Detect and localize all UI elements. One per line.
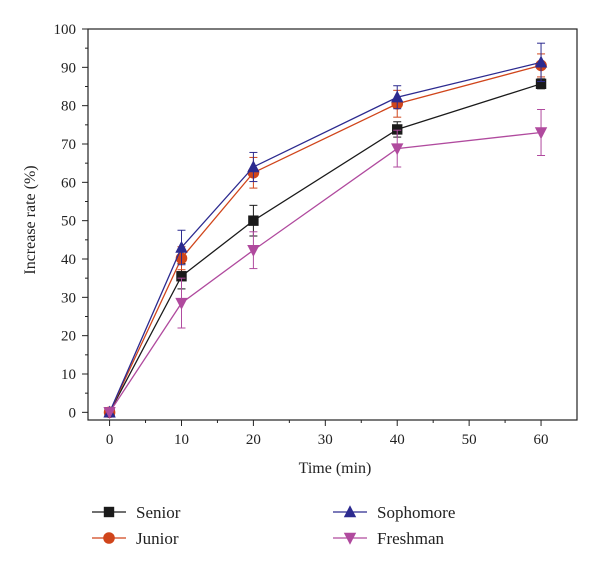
- legend: Senior Junior Sophomore Freshman: [92, 503, 455, 548]
- x-tick-label: 50: [462, 432, 477, 448]
- y-tick-label: 20: [61, 329, 76, 345]
- legend-label: Freshman: [377, 529, 445, 548]
- legend-item-senior: Senior: [92, 503, 181, 522]
- data-point: [176, 271, 187, 282]
- series-line: [108, 61, 542, 413]
- data-point: [247, 160, 260, 173]
- y-tick-label: 80: [61, 99, 76, 115]
- legend-label: Junior: [136, 529, 179, 548]
- data-point: [248, 215, 259, 226]
- plot-frame: [87, 28, 578, 421]
- series-line: [108, 83, 542, 413]
- legend-label: Senior: [136, 503, 181, 522]
- y-tick-label: 70: [61, 137, 76, 153]
- legend-marker: [343, 505, 357, 518]
- legend-marker: [103, 532, 115, 544]
- data-point: [391, 90, 404, 103]
- data-point: [175, 297, 188, 310]
- x-tick-label: 60: [534, 432, 549, 448]
- y-tick-label: 50: [61, 214, 76, 230]
- y-axis-title: Increase rate (%): [22, 165, 39, 274]
- y-tick-label: 0: [69, 405, 77, 421]
- x-axis: 0 10 20 30 40 50 60: [106, 420, 549, 448]
- data-point: [175, 240, 188, 253]
- x-tick-label: 40: [390, 432, 405, 448]
- x-axis-title: Time (min): [299, 460, 372, 477]
- data-point: [534, 55, 548, 68]
- y-tick-label: 40: [61, 252, 76, 268]
- data-point: [535, 78, 547, 90]
- legend-marker: [343, 532, 357, 545]
- y-tick-label: 10: [61, 367, 76, 383]
- y-tick-label: 100: [54, 22, 77, 38]
- series-junior: [103, 53, 547, 419]
- legend-item-sophomore: Sophomore: [333, 503, 455, 522]
- y-tick-label: 90: [61, 60, 76, 76]
- legend-label: Sophomore: [377, 503, 455, 522]
- y-tick-label: 30: [61, 290, 76, 306]
- data-point: [392, 124, 403, 135]
- data-point: [534, 127, 548, 140]
- legend-item-junior: Junior: [92, 529, 179, 548]
- data-point: [247, 244, 260, 257]
- y-axis: 0 10 20 30 40 50 60 70 80 90 100: [54, 22, 88, 421]
- series-senior: [104, 78, 547, 418]
- series-line: [108, 64, 542, 413]
- series-layer: [103, 42, 548, 420]
- x-tick-label: 10: [174, 432, 189, 448]
- plot-border: [87, 28, 578, 421]
- legend-item-freshman: Freshman: [333, 529, 445, 548]
- data-point: [391, 143, 404, 156]
- x-tick-label: 0: [106, 432, 114, 448]
- data-point: [103, 407, 116, 420]
- series-freshman: [103, 109, 548, 420]
- y-tick-label: 60: [61, 175, 76, 191]
- legend-marker: [103, 506, 115, 518]
- x-tick-label: 20: [246, 432, 261, 448]
- x-tick-label: 30: [318, 432, 333, 448]
- series-sophomore: [103, 42, 548, 418]
